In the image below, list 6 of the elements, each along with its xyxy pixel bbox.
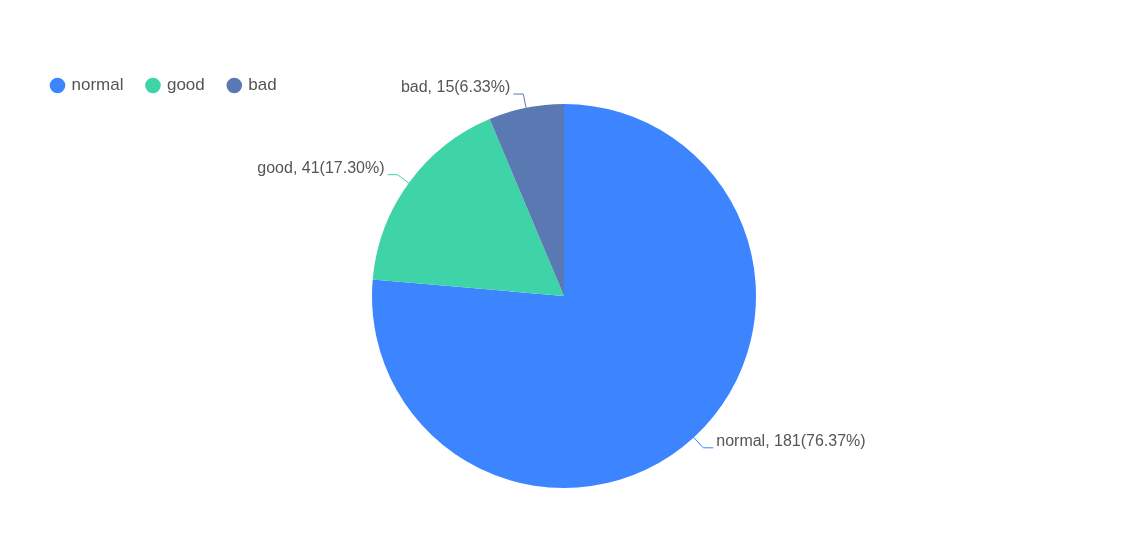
- data-label: normal, 181(76.37%): [716, 432, 866, 450]
- data-label: good, 41(17.30%): [257, 159, 385, 177]
- legend-label: good: [166, 75, 205, 95]
- data-label: bad, 15(6.33%): [400, 78, 511, 96]
- legend-label: bad: [248, 75, 277, 95]
- legend-label: normal: [71, 75, 124, 95]
